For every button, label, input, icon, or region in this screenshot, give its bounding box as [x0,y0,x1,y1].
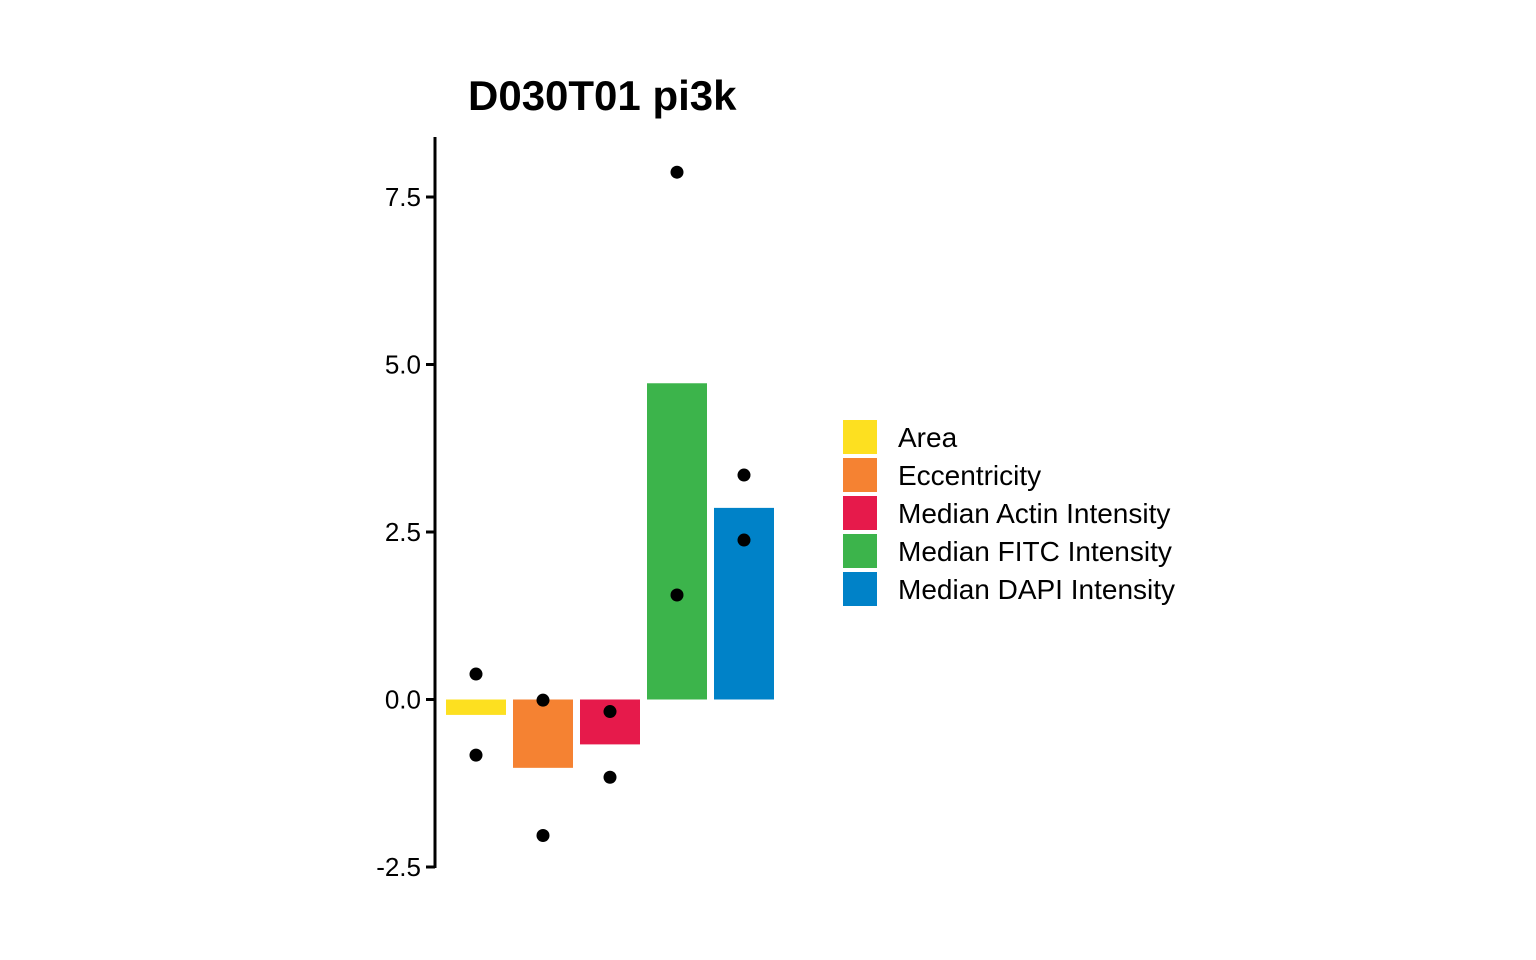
chart-title: D030T01 pi3k [468,72,737,119]
legend-swatch [843,534,877,568]
data-point [469,748,483,762]
bar-area [446,699,506,715]
legend-swatch [843,458,877,492]
data-point [737,533,751,547]
data-point [670,165,684,179]
data-point [469,667,483,681]
points-group [469,165,751,843]
data-point [603,770,617,784]
bar-eccentricity [513,699,573,768]
y-tick-label: -2.5 [376,852,421,882]
legend-label: Area [898,422,958,453]
legend-swatch [843,572,877,606]
y-tick-label: 2.5 [385,517,421,547]
legend-label: Eccentricity [898,460,1041,491]
bars-group [446,383,774,768]
y-tick-label: 0.0 [385,685,421,715]
data-point [670,588,684,602]
y-axis: -2.5 0.0 2.5 5.0 7.5 [376,137,437,882]
y-tick-label: 5.0 [385,350,421,380]
y-tick-label: 7.5 [385,182,421,212]
data-point [737,468,751,482]
legend-label: Median FITC Intensity [898,536,1172,567]
legend-label: Median Actin Intensity [898,498,1170,529]
legend-swatch [843,496,877,530]
bar-median-fitc-intensity [647,383,707,700]
data-point [536,829,550,843]
data-point [536,693,550,707]
data-point [603,705,617,719]
legend: Area Eccentricity Median Actin Intensity Me… [843,420,1175,606]
legend-swatch [843,420,877,454]
legend-label: Median DAPI Intensity [898,574,1175,605]
